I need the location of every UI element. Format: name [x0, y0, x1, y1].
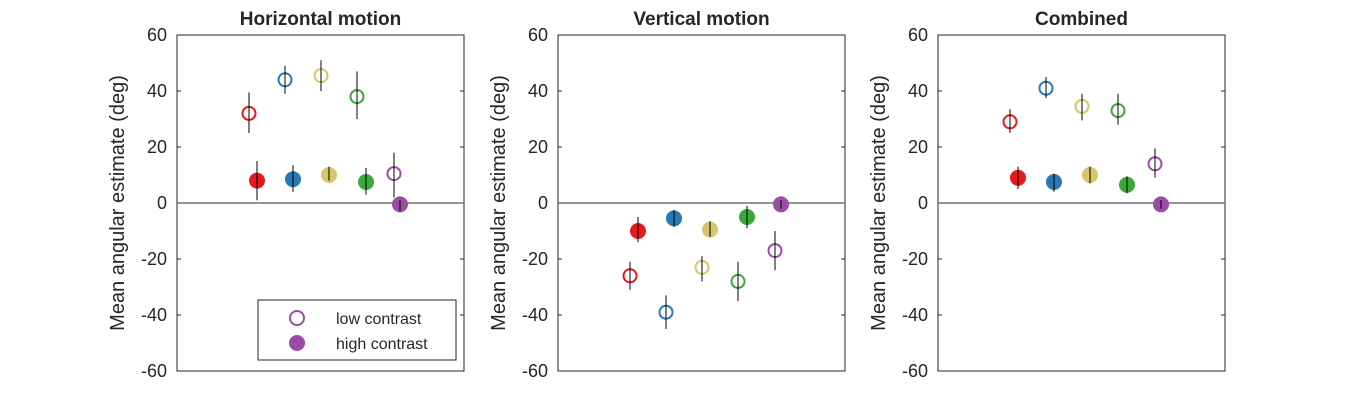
panel-vertical-motion: Vertical motion Mean angular estimate (d… [488, 9, 846, 381]
y-tick-label: -20 [902, 249, 928, 269]
y-tick-label: 0 [538, 193, 548, 213]
panel-combined: Combined Mean angular estimate (deg) 60 4… [868, 9, 1226, 381]
y-tick-label: -20 [141, 249, 167, 269]
y-tick-label: -60 [522, 361, 548, 381]
y-axis-label: Mean angular estimate (deg) [107, 75, 129, 331]
legend-box [257, 299, 457, 361]
y-tick-label: -20 [522, 249, 548, 269]
y-axis-ticks: 60 40 20 0 -20 -40 -60 [141, 25, 464, 381]
y-tick-label: -40 [522, 305, 548, 325]
data-marks [938, 77, 1225, 213]
y-tick-label: 20 [528, 137, 548, 157]
panel-title: Horizontal motion [240, 9, 401, 30]
y-tick-label: 60 [908, 25, 928, 45]
data-marks [177, 60, 464, 213]
y-tick-label: 40 [147, 81, 167, 101]
legend-high-label: high contrast [336, 336, 428, 353]
legend-low-marker [289, 310, 305, 326]
legend-high-marker [289, 335, 305, 351]
y-tick-label: 20 [147, 137, 167, 157]
y-axis-label: Mean angular estimate (deg) [488, 75, 510, 331]
y-tick-label: -40 [141, 305, 167, 325]
y-tick-label: -60 [141, 361, 167, 381]
y-tick-label: -60 [902, 361, 928, 381]
data-marks [558, 196, 845, 329]
y-tick-label: 40 [908, 81, 928, 101]
panel-horizontal-motion: Horizontal motion Mean angular estimate … [107, 9, 465, 381]
legend: low contrast high contrast [257, 299, 457, 361]
y-axis-ticks: 60 40 20 0 -20 -40 -60 [522, 25, 845, 381]
legend-low-label: low contrast [336, 311, 422, 328]
y-tick-label: 40 [528, 81, 548, 101]
y-tick-label: 60 [528, 25, 548, 45]
y-axis-ticks: 60 40 20 0 -20 -40 -60 [902, 25, 1225, 381]
panel-title: Combined [1035, 9, 1128, 30]
y-tick-label: 20 [908, 137, 928, 157]
y-tick-label: 0 [157, 193, 167, 213]
y-tick-label: 0 [918, 193, 928, 213]
panel-title: Vertical motion [633, 9, 769, 30]
y-axis-label: Mean angular estimate (deg) [868, 75, 890, 331]
y-tick-label: -40 [902, 305, 928, 325]
y-tick-label: 60 [147, 25, 167, 45]
